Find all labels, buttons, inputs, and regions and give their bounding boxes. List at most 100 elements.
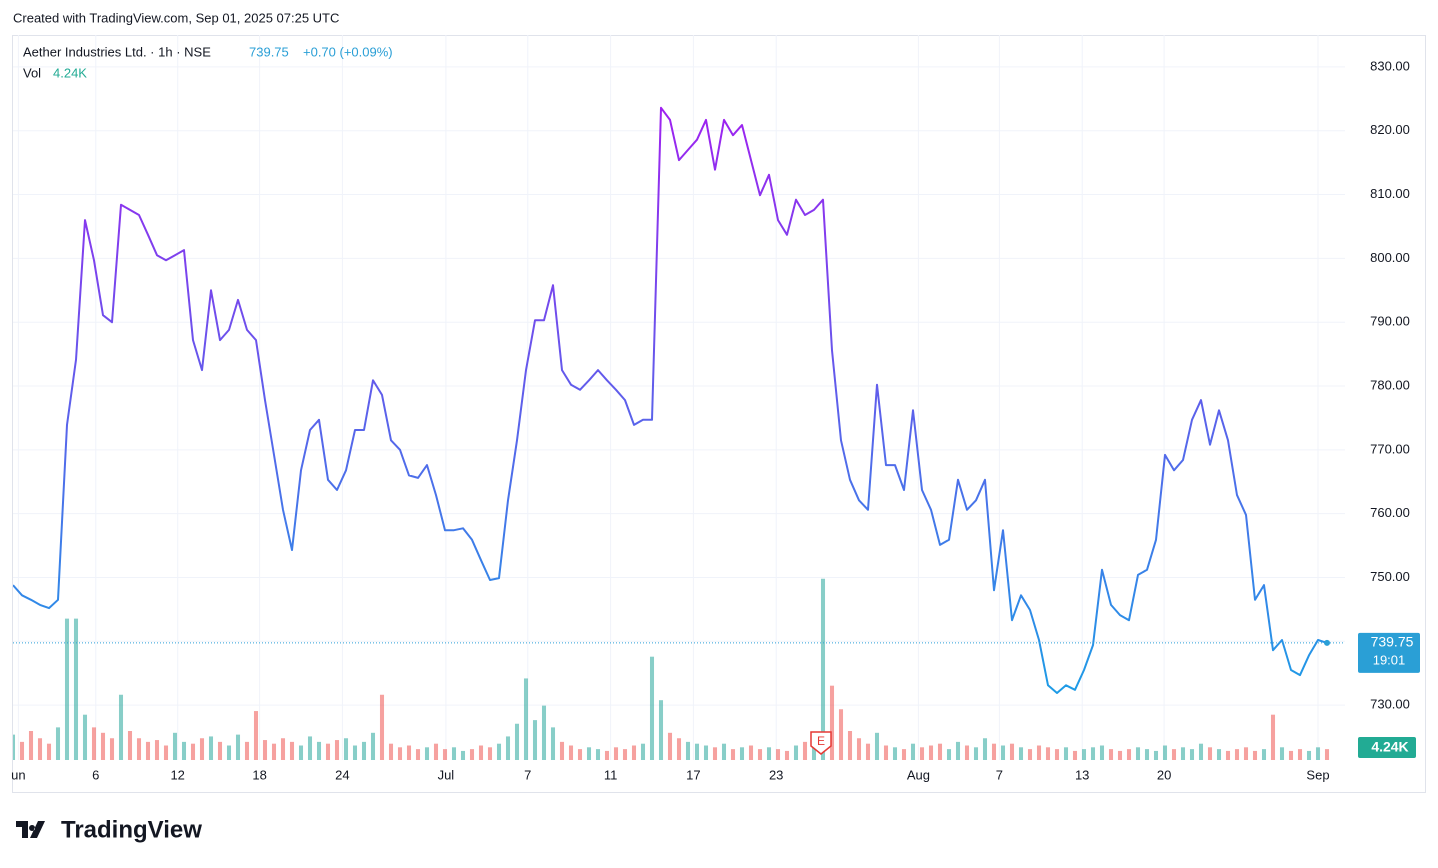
volume-bar [766, 747, 772, 760]
x-tick-label: 23 [769, 767, 783, 782]
volume-bar [343, 738, 349, 760]
x-tick-label: 11 [604, 767, 618, 782]
volume-bar [280, 738, 286, 760]
volume-bar [442, 749, 448, 760]
volume-bar [460, 750, 466, 760]
volume-bar [793, 745, 799, 760]
volume-bar [163, 745, 169, 760]
volume-bar [712, 747, 718, 760]
volume-bar [532, 720, 538, 760]
volume-bar [856, 738, 862, 760]
volume-bar [1054, 749, 1060, 760]
created-text: Created with TradingView.com, Sep 01, 20… [13, 10, 339, 25]
volume-bar [1126, 749, 1132, 760]
volume-bar [298, 745, 304, 760]
volume-bar [235, 734, 241, 760]
volume-bar [757, 749, 763, 760]
volume-bar [802, 741, 808, 760]
volume-bar [145, 741, 151, 760]
volume-bar [469, 749, 475, 760]
volume-bar [991, 743, 997, 760]
volume-bar [262, 740, 268, 760]
y-tick-label: 750.00 [1370, 569, 1410, 584]
y-tick-label: 830.00 [1370, 58, 1410, 73]
volume-bar [1036, 745, 1042, 760]
volume-bar [1018, 747, 1024, 760]
volume-bar [118, 694, 124, 760]
volume-bar [919, 747, 925, 760]
volume-bar [136, 738, 142, 760]
volume-bar [838, 709, 844, 760]
chart-frame [12, 35, 1426, 793]
volume-bar [361, 741, 367, 760]
y-tick-label: 800.00 [1370, 250, 1410, 265]
volume-bar [244, 741, 250, 760]
volume-bar [406, 745, 412, 760]
header-change: +0.70 (+0.09%) [303, 44, 393, 59]
volume-bar [13, 734, 16, 760]
volume-bar [640, 743, 646, 760]
volume-bar [82, 714, 88, 760]
volume-bar [568, 745, 574, 760]
volume-bar [910, 743, 916, 760]
volume-bar [1081, 749, 1087, 760]
volume-bar [289, 741, 295, 760]
volume-bar [604, 750, 610, 760]
volume-bar [901, 749, 907, 760]
volume-bar [424, 747, 430, 760]
volume-bar [1225, 750, 1231, 760]
volume-bar [586, 747, 592, 760]
volume-bar [1189, 749, 1195, 760]
volume-bar [154, 740, 160, 760]
volume-bar [730, 749, 736, 760]
volume-bar [649, 656, 655, 760]
volume-bar [523, 678, 529, 760]
symbol: Aether Industries Ltd. · 1h · NSE [23, 44, 211, 59]
volume-bar [1261, 749, 1267, 760]
earnings-marker[interactable]: E [810, 731, 832, 755]
volume-bar [307, 736, 313, 760]
volume-title: Vol [23, 65, 41, 80]
y-tick-label: 760.00 [1370, 505, 1410, 520]
volume-bar [541, 705, 547, 760]
volume-bar [1108, 749, 1114, 760]
volume-bar [865, 743, 871, 760]
volume-bar [937, 743, 943, 760]
volume-bar [433, 743, 439, 760]
last-price-box [1358, 632, 1420, 673]
x-tick-label: 12 [170, 767, 184, 782]
volume-bar [100, 732, 106, 760]
volume-bar [388, 743, 394, 760]
volume-bar [847, 731, 853, 760]
volume-bar [1135, 747, 1141, 760]
volume-box [1358, 737, 1416, 758]
volume-bar [748, 745, 754, 760]
volume-bar [1306, 750, 1312, 760]
volume-bar [487, 747, 493, 760]
volume-bar [352, 745, 358, 760]
volume-bar [1252, 750, 1258, 760]
volume-bar [64, 618, 70, 760]
volume-bar [1171, 749, 1177, 760]
volume-bar [19, 741, 25, 760]
volume-bar [190, 743, 196, 760]
volume-bar [478, 745, 484, 760]
volume-bar [325, 743, 331, 760]
volume-bar [1288, 750, 1294, 760]
volume-bar [505, 736, 511, 760]
volume-bar [199, 738, 205, 760]
logo: TradingView [16, 816, 202, 843]
volume-bar [208, 736, 214, 760]
volume-bar [550, 727, 556, 760]
volume-bar [172, 732, 178, 760]
volume-bar [73, 618, 79, 760]
volume-bar [271, 743, 277, 760]
volume-bar [1027, 749, 1033, 760]
volume-label: 4.24K [1371, 739, 1408, 755]
volume-bar [721, 743, 727, 760]
volume-bar [667, 732, 673, 760]
volume-bar [577, 749, 583, 760]
volume-bar [892, 747, 898, 760]
x-tick-label: 17 [686, 767, 700, 782]
